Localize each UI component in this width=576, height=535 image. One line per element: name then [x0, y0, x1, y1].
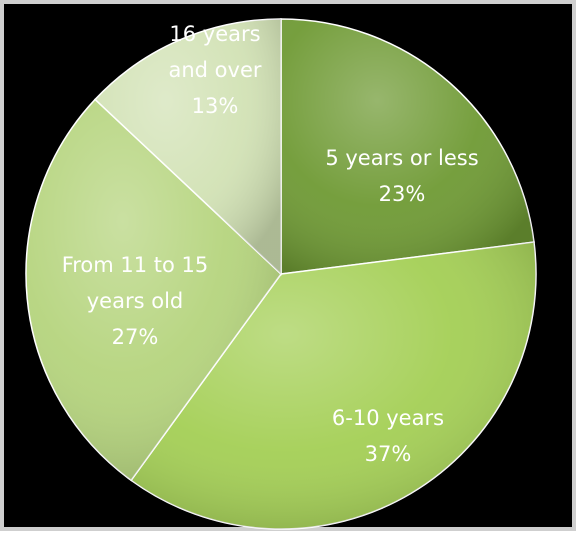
slice-category-label: 16 years [169, 22, 260, 46]
slice-label: 5 years or less 23% [325, 146, 478, 206]
slice-percent-label: 37% [365, 442, 412, 466]
pie-slice-shading [281, 19, 534, 274]
pie-chart: 5 years or less 23% 6-10 years 37% From 11 t… [25, 18, 537, 530]
pie-slice-shading [25, 99, 282, 481]
slice-label: 6-10 years 37% [332, 406, 444, 466]
slice-category-label: years old [87, 289, 183, 313]
slice-category-label: 6-10 years [332, 406, 444, 430]
slice-category-label: 5 years or less [325, 146, 478, 170]
slice-label: From 11 to 15 years old 27% [62, 253, 209, 349]
slice-label: 16 years and over 13% [168, 22, 261, 118]
pie-slice-shading [131, 242, 537, 530]
slice-percent-label: 23% [379, 182, 426, 206]
slice-percent-label: 13% [192, 94, 239, 118]
pie-slice-shading [95, 19, 281, 274]
slice-category-label: From 11 to 15 [62, 253, 209, 277]
slice-category-label: and over [168, 58, 261, 82]
slice-percent-label: 27% [112, 325, 159, 349]
